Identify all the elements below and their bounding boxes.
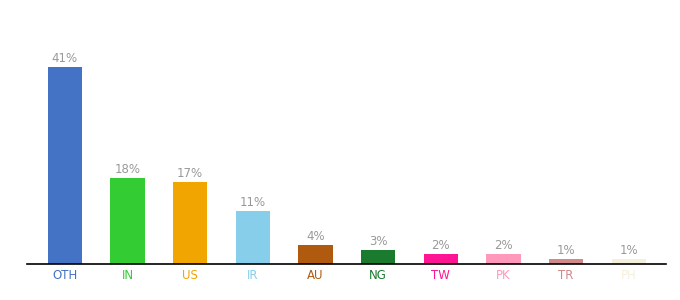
Bar: [549, 259, 583, 264]
Bar: [361, 250, 395, 264]
Bar: [611, 259, 646, 264]
Bar: [299, 245, 333, 264]
Bar: [235, 211, 270, 264]
Text: 41%: 41%: [52, 52, 78, 65]
Bar: [424, 254, 458, 264]
Bar: [48, 67, 82, 264]
Text: 2%: 2%: [432, 239, 450, 253]
Text: 1%: 1%: [619, 244, 638, 257]
Bar: [173, 182, 207, 264]
Bar: [486, 254, 521, 264]
Text: 4%: 4%: [306, 230, 325, 243]
Text: 18%: 18%: [114, 163, 141, 176]
Text: 2%: 2%: [494, 239, 513, 253]
Text: 11%: 11%: [240, 196, 266, 209]
Text: 1%: 1%: [557, 244, 575, 257]
Bar: [110, 178, 145, 264]
Text: 3%: 3%: [369, 235, 388, 248]
Text: 17%: 17%: [177, 167, 203, 181]
